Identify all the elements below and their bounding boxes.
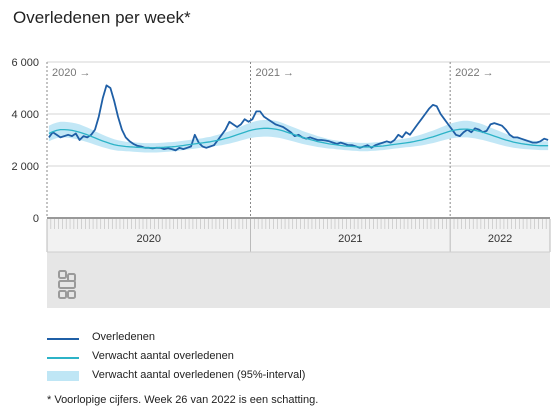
legend-swatch-deaths <box>47 338 79 340</box>
x-axis-lower-band <box>47 252 550 308</box>
legend-label-interval: Verwacht aantal overledenen (95%-interva… <box>92 369 306 381</box>
logo-part <box>58 270 67 279</box>
legend-label-expected: Verwacht aantal overledenen <box>92 350 234 362</box>
page-title: Overledenen per week* <box>13 8 191 27</box>
x-axis-band <box>47 219 550 252</box>
period-label: 2022 → <box>455 67 494 79</box>
legend-item-deaths: Overledenen <box>47 331 447 347</box>
period-label: 2021 → <box>256 67 295 79</box>
series-line-expected <box>48 127 549 149</box>
logo-part <box>67 290 76 299</box>
year-label: 2021 <box>338 233 362 245</box>
cbs-logo <box>58 270 76 299</box>
legend-item-expected: Verwacht aantal overledenen <box>47 350 447 366</box>
logo-part <box>58 290 67 299</box>
legend-swatch-expected <box>47 357 79 359</box>
year-label: 2022 <box>488 233 512 245</box>
legend-swatch-interval <box>47 371 79 381</box>
y-tick-label: 2 000 <box>11 161 39 173</box>
legend-item-interval: Verwacht aantal overledenen (95%-interva… <box>47 369 447 385</box>
y-tick-label: 4 000 <box>11 109 39 121</box>
year-label: 2020 <box>137 233 161 245</box>
series-line-deaths <box>48 84 549 152</box>
y-tick-label: 0 <box>33 213 39 225</box>
y-tick-label: 6 000 <box>11 57 39 69</box>
logo-part <box>58 280 76 289</box>
legend-label-deaths: Overledenen <box>92 331 155 343</box>
footnote: * Voorlopige cijfers. Week 26 van 2022 i… <box>47 394 319 406</box>
period-label: 2020 → <box>52 67 91 79</box>
